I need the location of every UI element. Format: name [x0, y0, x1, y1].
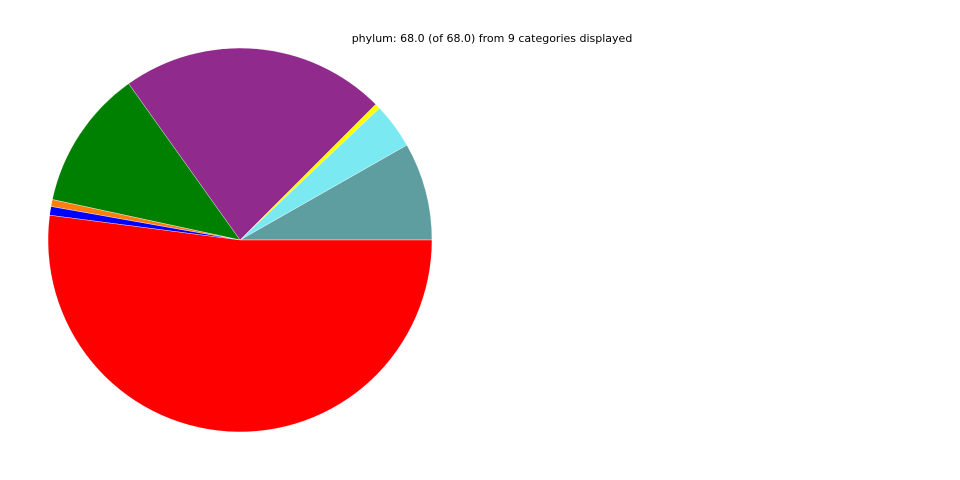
pie-slice-5: [52, 83, 241, 241]
chart-title: phylum: 68.0 (of 68.0) from 9 categories…: [351, 32, 633, 45]
pie-slices: [47, 47, 433, 433]
pie-slice-4: [128, 47, 376, 241]
pie-slice-8: [47, 215, 433, 433]
pie-slice-1: [239, 144, 433, 241]
